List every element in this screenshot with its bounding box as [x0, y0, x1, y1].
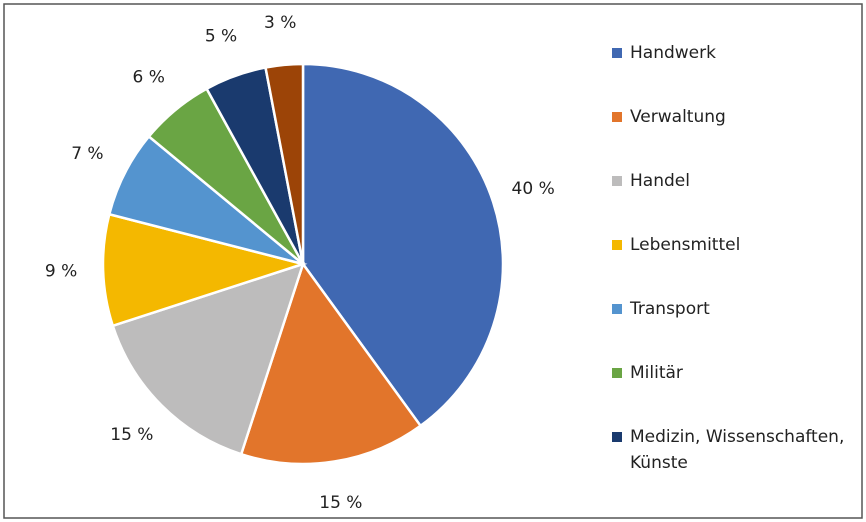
legend-item: Lebensmittel	[612, 232, 852, 296]
legend-label: Verwaltung	[630, 107, 726, 127]
data-label: 7 %	[71, 144, 103, 164]
data-label: 9 %	[45, 262, 77, 282]
data-label: 15 %	[319, 493, 362, 513]
legend-item: Handel	[612, 168, 852, 232]
legend-item: Militär	[612, 360, 852, 424]
pie-slice	[239, 261, 423, 466]
legend-item: Transport	[612, 296, 852, 360]
legend-label: Militär	[630, 363, 683, 383]
legend-item: Handwerk	[612, 40, 852, 104]
legend: Handwerk Verwaltung Handel Lebensmittel Tran…	[612, 40, 852, 488]
legend-swatch	[612, 176, 622, 186]
legend-label: Transport	[630, 299, 710, 319]
legend-swatch	[612, 304, 622, 314]
data-label: 6 %	[133, 68, 165, 88]
pie-slice	[101, 212, 308, 328]
legend-label: Handel	[630, 171, 690, 191]
pie-slice	[301, 62, 505, 428]
legend-swatch	[612, 48, 622, 58]
legend-swatch	[612, 432, 622, 442]
data-label: 5 %	[205, 26, 237, 46]
legend-label: Lebensmittel	[630, 235, 741, 255]
data-label: 3 %	[264, 13, 296, 33]
legend-item: Medizin, Wissenschaften, Künste	[612, 424, 852, 488]
pie-slice	[264, 62, 305, 265]
data-label: 40 %	[512, 179, 555, 199]
legend-swatch	[612, 112, 622, 122]
legend-label: Handwerk	[630, 43, 716, 63]
frame	[3, 3, 863, 519]
legend-item: Verwaltung	[612, 104, 852, 168]
legend-label: Medizin, Wissenschaften, Künste	[630, 427, 845, 473]
legend-swatch	[612, 368, 622, 378]
data-label: 15 %	[110, 425, 153, 445]
legend-swatch	[612, 240, 622, 250]
